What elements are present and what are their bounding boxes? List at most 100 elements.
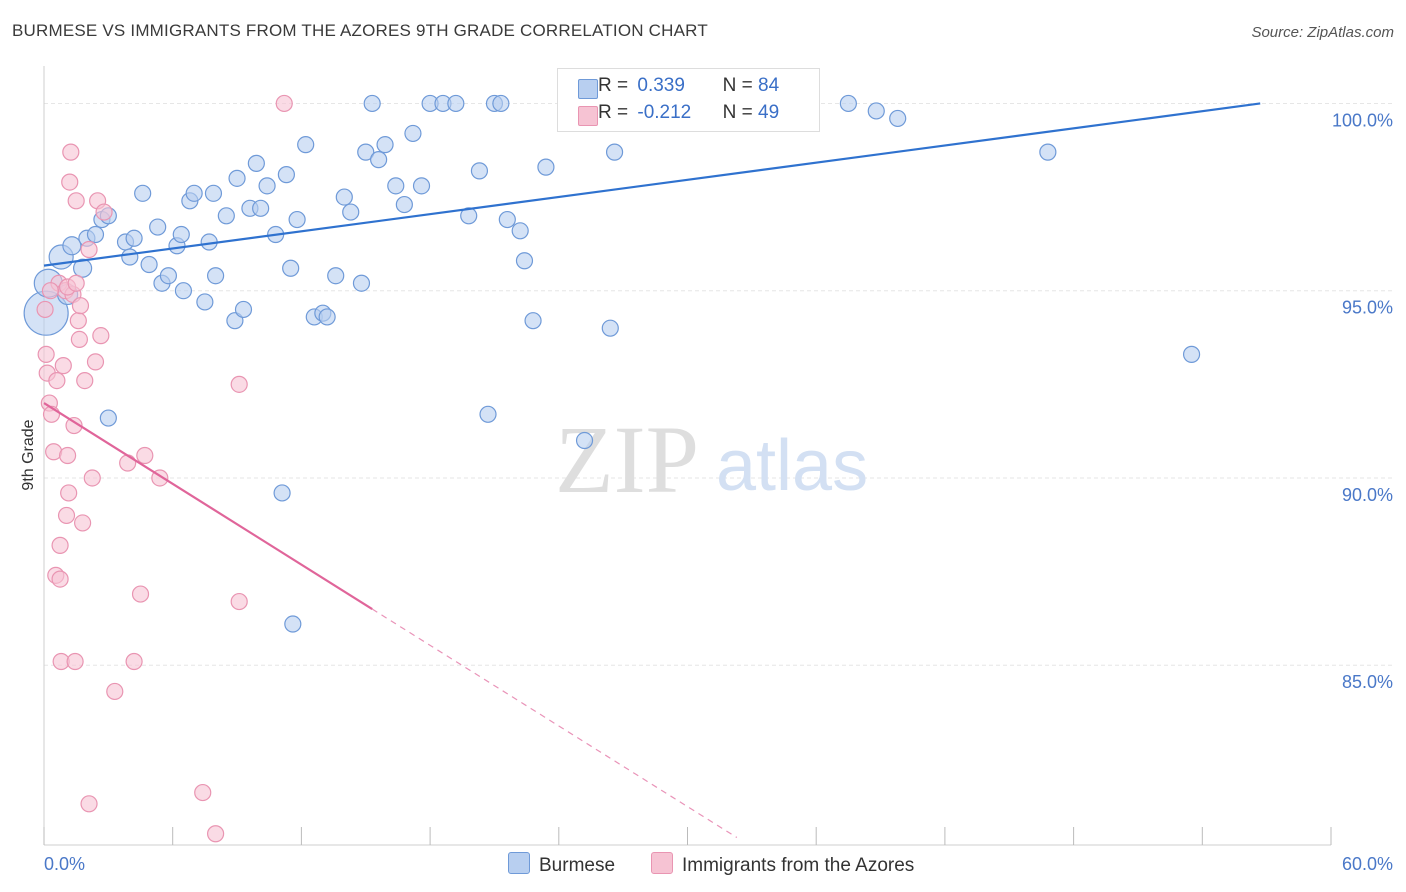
- burmese-point: [121, 248, 139, 266]
- burmese-point: [140, 255, 158, 274]
- burmese-point: [460, 207, 478, 225]
- burmese-point: [217, 207, 235, 225]
- y-tick-label: 85.0%: [1342, 672, 1393, 692]
- burmese-point: [511, 222, 529, 240]
- burmese-point: [395, 195, 413, 214]
- azores-point: [92, 327, 110, 345]
- azores-trend-extension: [371, 608, 738, 839]
- watermark-zip: ZIP: [555, 406, 699, 513]
- burmese-point: [387, 177, 405, 195]
- burmese-point: [357, 143, 375, 161]
- burmese-point: [288, 210, 306, 229]
- burmese-point: [479, 405, 497, 423]
- bottom-legend-label: Burmese: [539, 855, 616, 876]
- burmese-point: [247, 154, 265, 172]
- azores-point: [106, 682, 124, 701]
- burmese-trend-line: [43, 102, 1261, 267]
- burmese-point: [492, 94, 510, 113]
- trend-layer: [43, 102, 1261, 839]
- points-layer: [23, 94, 1201, 843]
- azores-point: [60, 484, 78, 502]
- azores-point: [80, 240, 98, 259]
- azores-point: [80, 795, 98, 813]
- burmese-point: [284, 615, 302, 633]
- burmese-point: [524, 312, 542, 330]
- azores-point: [83, 469, 101, 487]
- burmese-point: [228, 169, 246, 187]
- burmese-point: [196, 293, 214, 311]
- azores-point: [36, 300, 54, 319]
- burmese-point: [376, 136, 394, 154]
- burmese-point: [575, 431, 594, 450]
- azores-point: [67, 192, 85, 210]
- azores-point: [230, 592, 248, 611]
- azores-point: [76, 371, 94, 390]
- burmese-point: [498, 210, 516, 229]
- x-tick-label-min: 0.0%: [44, 854, 85, 874]
- azores-point: [95, 203, 113, 221]
- burmese-point: [207, 267, 225, 285]
- legend-swatch-blue: [578, 79, 598, 99]
- azores-point: [54, 357, 72, 375]
- burmese-point: [412, 177, 431, 195]
- legend-n-value: 49: [758, 102, 780, 123]
- burmese-point: [605, 143, 624, 161]
- azores-point: [69, 312, 87, 330]
- burmese-point: [99, 409, 117, 427]
- burmese-point: [889, 109, 907, 128]
- burmese-point: [282, 259, 300, 277]
- burmese-point: [537, 158, 555, 176]
- azores-point: [74, 514, 92, 532]
- burmese-point: [318, 308, 336, 326]
- burmese-point: [204, 184, 223, 202]
- legend-r-value: 0.339: [637, 75, 685, 96]
- burmese-point: [335, 188, 353, 206]
- azores-point: [58, 446, 77, 465]
- burmese-point: [159, 267, 178, 285]
- burmese-point: [327, 267, 345, 285]
- azores-point: [37, 345, 55, 363]
- azores-point: [66, 652, 84, 671]
- azores-point: [125, 652, 143, 671]
- azores-point: [131, 585, 150, 603]
- bottom-legend-burmese: Burmese: [508, 852, 615, 876]
- y-tick-label: 95.0%: [1342, 298, 1393, 318]
- legend-r-label: R =: [598, 102, 634, 123]
- burmese-point: [86, 225, 105, 244]
- burmese-point: [134, 184, 152, 202]
- burmese-point: [515, 252, 534, 270]
- burmese-point: [125, 229, 143, 247]
- bottom-swatch-pink: [651, 852, 673, 874]
- azores-trend-line: [43, 402, 373, 610]
- burmese-point: [277, 166, 295, 184]
- azores-point: [65, 416, 83, 435]
- x-tick-label-max: 60.0%: [1342, 854, 1393, 874]
- watermark-atlas: atlas: [716, 426, 868, 506]
- burmese-point: [185, 184, 203, 202]
- azores-point: [67, 274, 85, 292]
- burmese-point: [252, 199, 270, 217]
- burmese-point: [447, 94, 465, 113]
- burmese-point: [273, 484, 291, 502]
- burmese-point: [62, 236, 82, 256]
- burmese-point: [839, 94, 857, 113]
- source-label: Source: ZipAtlas.com: [1251, 24, 1394, 41]
- azores-point: [51, 536, 69, 554]
- azores-point: [62, 143, 80, 161]
- legend-n-value: 84: [758, 75, 780, 96]
- azores-point: [230, 375, 248, 393]
- burmese-point: [342, 203, 360, 221]
- watermark: ZIP atlas: [555, 406, 868, 513]
- azores-point: [61, 173, 79, 191]
- azores-point: [136, 446, 154, 465]
- burmese-point: [149, 218, 167, 236]
- burmese-point: [370, 151, 388, 169]
- bottom-swatch-blue: [508, 852, 530, 874]
- burmese-point: [470, 162, 489, 180]
- azores-point: [275, 94, 293, 113]
- azores-point: [119, 454, 137, 472]
- ticks-layer: 85.0% 90.0% 95.0% 100.0% 0.0% 60.0%: [44, 110, 1393, 874]
- y-axis-label: 9th Grade: [20, 419, 37, 490]
- azores-point: [71, 297, 90, 315]
